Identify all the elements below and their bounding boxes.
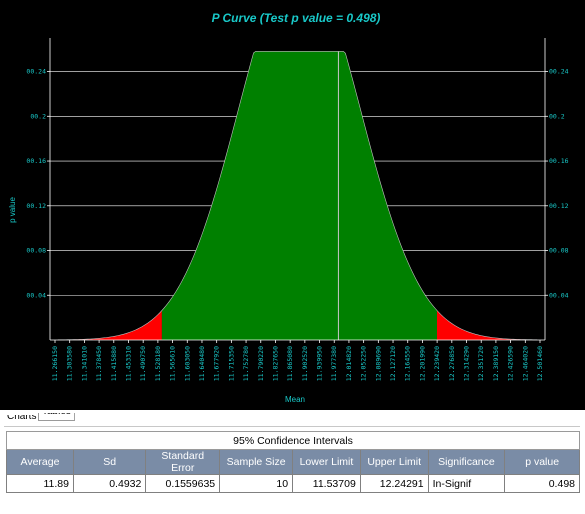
y-tick-label-left: 00.04 [26,291,46,299]
x-tick-label: 11.939950 [316,346,324,381]
x-tick-label: 11.902520 [301,346,309,381]
x-tick-label: 11.677920 [213,346,221,381]
x-tick-label: 12.239420 [433,346,441,381]
x-tick-label: 12.164550 [404,346,412,381]
density-curve [57,51,538,341]
chart-canvas: 00.04 00.08 00.12 00.16 00.2 00.24 00.04 00.08… [8,11,569,404]
x-tick-label: 11.528180 [154,346,162,381]
confidence-interval-table: 95% Confidence Intervals Average Sd Stan… [6,431,580,493]
confidence-interval-panel: 95% Confidence Intervals Average Sd Stan… [4,426,580,507]
x-axis-label: Mean [285,395,305,404]
x-tick-label: 12.426590 [507,346,515,381]
x-tick-label: 12.089690 [374,346,382,381]
header-p-value[interactable]: p value [504,449,580,475]
tab-tables[interactable]: Tables [38,413,75,421]
p-curve-chart: 00.04 00.08 00.12 00.16 00.2 00.24 00.04 00.08… [0,0,585,410]
y-tick-label-left: 00.16 [26,157,46,165]
cell-significance[interactable]: In-Signif [427,474,506,493]
x-tick-label: 12.464020 [521,346,529,381]
x-tick-label: 12.351720 [477,346,485,381]
y-tick-label-left: 00.12 [26,202,46,210]
x-tick-label: 11.565610 [169,346,177,381]
cell-upper-limit[interactable]: 12.24291 [359,474,429,493]
y-tick-label-left: 00.08 [26,247,46,255]
x-tick-label: 12.314290 [463,346,471,381]
header-lower-limit[interactable]: Lower Limit [292,449,361,475]
x-tick-label: 11.752780 [242,346,250,381]
header-significance[interactable]: Significance [427,449,506,475]
header-sample-size[interactable]: Sample Size [219,449,294,475]
cell-lower-limit[interactable]: 11.53709 [292,474,361,493]
cell-sd[interactable]: 0.4932 [72,474,147,493]
x-tick-label: 11.341010 [80,346,88,381]
y-tick-label-right: 00.16 [549,157,569,165]
y-tick-label-right: 00.24 [549,68,569,76]
chart-title: P Curve (Test p value = 0.498) [212,11,381,25]
x-tick-label: 11.415880 [110,346,118,381]
x-tick-label: 12.501460 [536,346,544,381]
x-tick-label: 11.977380 [330,346,338,381]
upper-tail-region [437,310,538,340]
x-tick-label: 12.127120 [389,346,397,381]
x-tick-label: 12.389150 [492,346,500,381]
x-tick-label: 11.490750 [139,346,147,381]
tab-charts[interactable]: Charts [7,411,37,422]
x-tick-label: 11.827650 [272,346,280,381]
y-tick-label-right: 00.04 [549,291,569,299]
x-tick-label: 11.865080 [286,346,294,381]
x-tick-label: 12.201990 [418,346,426,381]
header-upper-limit[interactable]: Upper Limit [359,449,429,475]
x-tick-label: 11.790220 [257,346,265,381]
cell-average[interactable]: 11.89 [6,474,74,493]
y-tick-label-right: 00.2 [549,112,565,120]
confidence-region [161,51,437,341]
header-standard-error[interactable]: Standard Error [145,449,221,475]
x-tick-label: 11.303580 [66,346,74,381]
y-tick-label-right: 00.12 [549,202,569,210]
y-tick-label-left: 00.2 [30,112,46,120]
x-tick-label: 12.014820 [345,346,353,381]
lower-tail-region [57,310,162,340]
x-tick-label: 12.052250 [360,346,368,381]
x-tick-label: 11.378450 [95,346,103,381]
y-tick-label-right: 00.08 [549,247,569,255]
x-tick-label: 11.603050 [183,346,191,381]
table-row[interactable]: 11.89 0.4932 0.1559635 10 11.53709 12.24… [6,474,580,493]
x-tick-label: 12.276850 [448,346,456,381]
x-tick-label: 11.453310 [125,346,133,381]
x-tick-label: 11.715350 [227,346,235,381]
cell-standard-error[interactable]: 0.1559635 [145,474,221,493]
cell-sample-size[interactable]: 10 [219,474,294,493]
y-tick-label-left: 00.24 [26,68,46,76]
table-caption: 95% Confidence Intervals [6,431,580,450]
tab-strip: Charts Tables [0,410,585,426]
header-sd[interactable]: Sd [72,449,147,475]
x-tick-label: 11.640480 [198,346,206,381]
header-average[interactable]: Average [6,449,74,475]
x-tick-label: 11.266150 [51,346,59,381]
cell-p-value[interactable]: 0.498 [504,474,580,493]
y-axis-label: p value [8,197,17,223]
